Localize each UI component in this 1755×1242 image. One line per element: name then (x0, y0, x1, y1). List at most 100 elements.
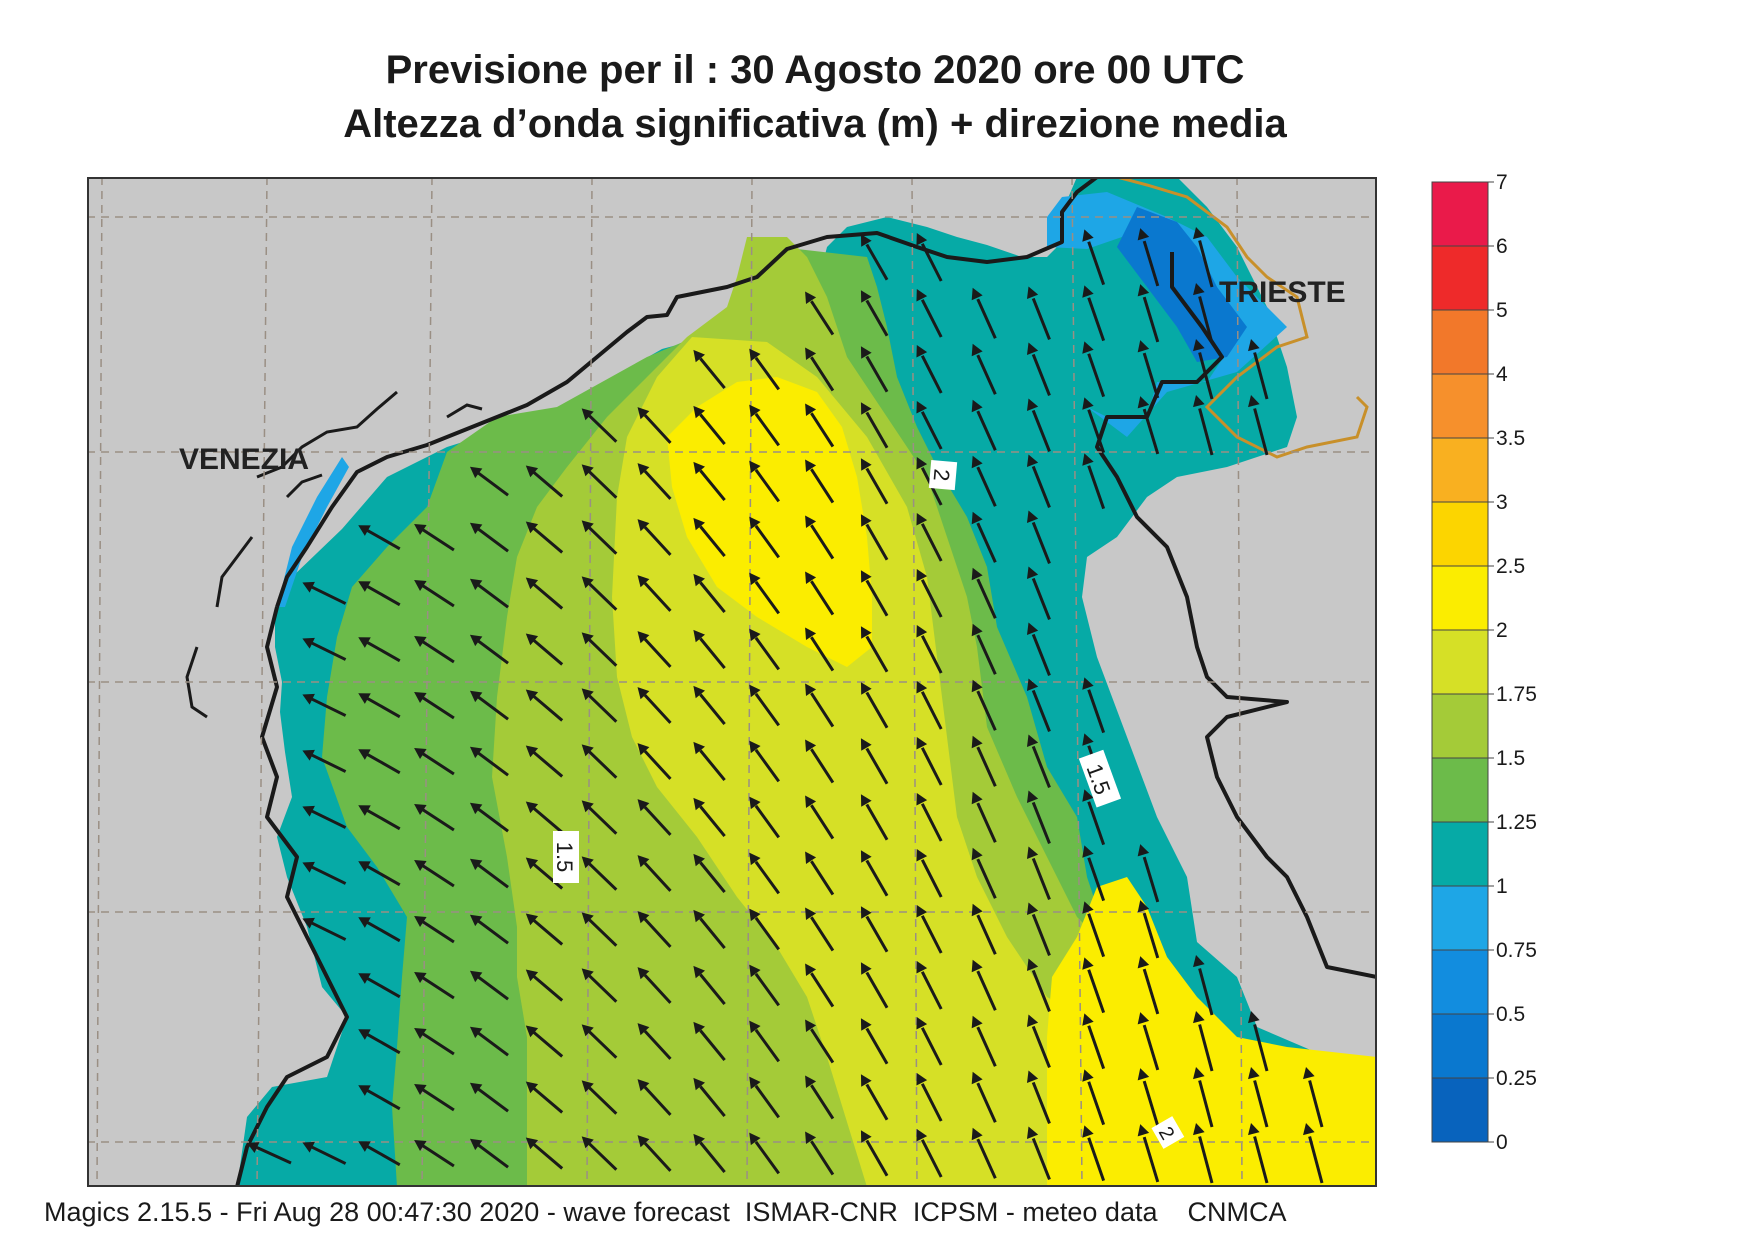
wave-arrow-head (414, 524, 427, 536)
wave-arrow-shaft (588, 414, 618, 443)
wave-arrow-shaft (754, 524, 780, 559)
wave-arrow-head (637, 519, 650, 532)
sea-band-blue-deep (1117, 207, 1247, 362)
contour-label-2: 1.5 (552, 831, 579, 883)
wave-arrow-shaft (366, 585, 401, 607)
wave-arrow-head (971, 1127, 983, 1141)
wave-arrow-head (414, 1140, 427, 1152)
wave-arrow-shaft (699, 525, 726, 558)
wave-arrow-shaft (643, 526, 672, 556)
wave-arrow-head (302, 917, 315, 929)
wave-arrow-shaft (976, 746, 997, 787)
wave-arrow-shaft (311, 865, 347, 885)
wave-arrow-head (971, 735, 983, 749)
wave-arrow-head (581, 744, 594, 757)
wave-arrow-shaft (477, 471, 509, 497)
footer-credits: Magics 2.15.5 - Fri Aug 28 00:47:30 2020… (44, 1197, 1287, 1227)
wave-arrow-shaft (920, 859, 943, 898)
wave-arrow-shaft (422, 1088, 455, 1112)
wave-arrow-head (358, 581, 371, 592)
wave-arrow-shaft (810, 692, 835, 728)
wave-arrow-head (860, 906, 872, 919)
colorbar-tick-label: 0.25 (1496, 1067, 1537, 1090)
wave-arrow-shaft (643, 918, 672, 948)
wave-arrow-head (637, 967, 650, 980)
wave-arrow-head (805, 851, 817, 864)
wave-arrow-head (1026, 846, 1039, 859)
wave-arrow-shaft (1031, 745, 1051, 788)
wave-arrow-shaft (1087, 913, 1106, 958)
wave-arrow-head (749, 684, 761, 698)
colorbar-swatch (1431, 501, 1489, 567)
wave-arrow-head (805, 347, 817, 360)
wave-arrow-head (860, 514, 872, 527)
wave-arrow-head (693, 965, 705, 979)
wave-arrow-head (971, 287, 983, 301)
wave-arrow-shaft (699, 805, 726, 838)
wave-arrow-shaft (920, 915, 943, 954)
wave-arrow-shaft (1031, 577, 1051, 620)
wave-arrow-head (971, 679, 983, 693)
wave-arrow-head (581, 1136, 594, 1149)
wave-arrow-shaft (976, 914, 997, 955)
wave-arrow-shaft (1031, 1137, 1051, 1180)
wave-arrow-head (971, 343, 983, 357)
wave-arrow-shaft (865, 635, 889, 673)
colorbar-tick-label: 7 (1496, 171, 1508, 194)
wave-arrow-head (358, 1141, 371, 1152)
wave-arrow-head (581, 408, 594, 421)
wave-arrow-head (805, 403, 817, 416)
wave-arrow-head (469, 746, 483, 759)
wave-arrow-shaft (699, 973, 726, 1006)
wave-arrow-shaft (1087, 465, 1106, 510)
wave-arrow-shaft (699, 357, 726, 390)
wave-arrow-head (1137, 1012, 1150, 1025)
wave-arrow-head (749, 572, 761, 586)
wave-arrow-head (637, 743, 650, 756)
wave-arrow-head (805, 1019, 817, 1032)
wave-arrow-head (414, 916, 427, 928)
wave-arrow-shaft (588, 470, 618, 499)
wave-arrow-shaft (643, 750, 672, 780)
wave-arrow-shaft (533, 527, 564, 554)
colorbar-swatch (1431, 373, 1489, 439)
wave-arrow-head (637, 1023, 650, 1036)
wave-arrow-shaft (643, 862, 672, 892)
wave-arrow-shaft (920, 411, 943, 450)
wave-arrow-shaft (311, 641, 347, 661)
wave-arrow-shaft (865, 803, 889, 841)
wave-arrow-shaft (754, 1140, 780, 1175)
wave-arrow-shaft (1253, 1024, 1269, 1072)
wave-arrow-head (916, 401, 928, 414)
wave-arrow-head (971, 1071, 983, 1085)
wave-arrow-shaft (976, 578, 997, 619)
wave-arrow-head (1082, 1013, 1094, 1026)
wave-arrow-head (860, 290, 872, 303)
contour-label-1: 2 (929, 460, 958, 491)
wave-arrow-shaft (311, 697, 347, 717)
wave-arrow-shaft (754, 356, 780, 391)
wave-arrow-head (749, 516, 761, 530)
wave-arrow-head (749, 404, 761, 418)
wave-arrow-head (637, 687, 650, 700)
wave-arrow-shaft (1087, 801, 1106, 846)
wave-arrow-head (1082, 341, 1094, 354)
wave-arrow-shaft (865, 1083, 889, 1121)
wave-arrow-shaft (976, 298, 997, 339)
contour-label-2-text: 1.5 (552, 842, 577, 873)
wave-arrow-shaft (1142, 296, 1160, 343)
colorbar-swatches (1431, 181, 1489, 1143)
wave-arrow-head (749, 348, 761, 362)
colorbar-tick-label: 5 (1496, 299, 1508, 322)
wave-arrow-shaft (422, 752, 455, 776)
wave-arrow-head (860, 626, 872, 639)
wave-arrow-shaft (533, 695, 564, 722)
wave-arrow-shaft (1031, 465, 1051, 508)
wave-arrow-shaft (1198, 296, 1214, 344)
wave-arrow-shaft (366, 977, 401, 999)
wave-arrow-shaft (366, 1089, 401, 1111)
wave-arrow-head (581, 968, 594, 981)
wave-arrow-head (581, 800, 594, 813)
wave-arrow-shaft (477, 751, 509, 777)
wave-arrow-shaft (311, 921, 347, 941)
